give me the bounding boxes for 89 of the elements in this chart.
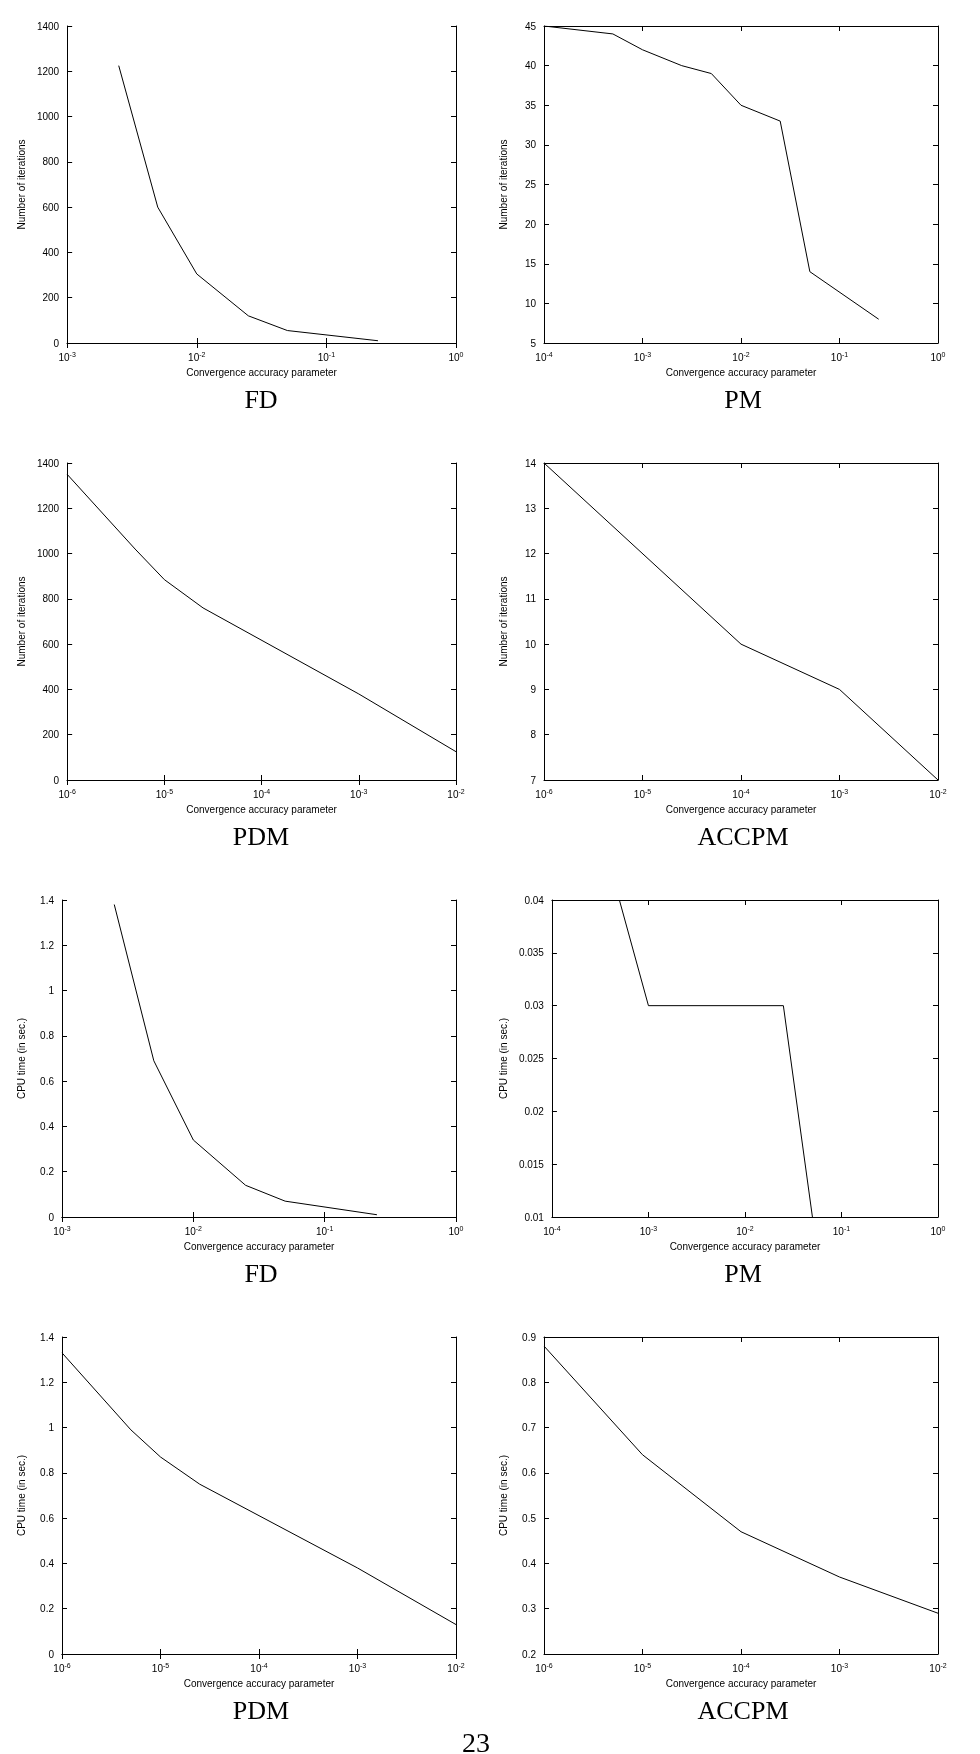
text: PM [724,384,762,414]
y-tick-label: 0.01 [524,1211,545,1223]
y-tick-label: 12 [524,548,537,560]
y-tick-label: 9 [530,683,537,695]
y-tick-label: 200 [42,729,60,741]
text: ACCPM [697,821,789,851]
y-tick-label: 14 [524,457,537,469]
y-tick-label: 0.8 [522,1376,537,1388]
text: PM [724,1258,762,1288]
x-axis-title: Convergence accuracy parameter [183,1240,335,1252]
y-tick-label: 0.6 [40,1512,55,1524]
y-tick-label: 1.2 [40,1376,55,1388]
y-axis-title: CPU time (in sec.) [15,1454,27,1537]
x-axis-title: Convergence accuracy parameter [665,366,817,378]
y-tick-label: 0.015 [518,1158,545,1170]
y-tick-label: 11 [525,593,537,605]
y-tick-label: 0.2 [40,1603,55,1615]
y-tick-label: 45 [524,20,537,32]
y-tick-label: 0.04 [524,894,545,906]
y-axis-title: Number of iterations [15,576,27,667]
y-tick-label: 200 [42,292,60,304]
y-tick-label: 0.2 [40,1166,55,1178]
y-tick-label: 0.9 [522,1331,537,1343]
text: PDM [232,1695,290,1725]
y-tick-label: 400 [42,683,60,695]
y-tick-label: 5 [530,337,537,349]
y-axis-title: CPU time (in sec.) [15,1017,27,1100]
y-tick-label: 1400 [36,20,60,32]
y-tick-label: 0 [53,337,60,349]
y-tick-label: 1000 [36,548,60,560]
text: PDM [232,821,290,851]
text: FD [244,384,278,414]
x-axis-title: Convergence accuracy parameter [665,1677,817,1689]
y-tick-label: 1200 [36,65,60,77]
y-tick-label: 15 [524,258,537,270]
x-axis-title: Convergence accuracy parameter [183,1677,335,1689]
y-tick-label: 0.8 [40,1030,55,1042]
text: 23 [462,1726,490,1754]
y-tick-label: 0.02 [524,1105,545,1117]
y-tick-label: 800 [42,593,60,605]
y-tick-label: 0 [48,1211,55,1223]
x-axis-title: Convergence accuracy parameter [186,803,338,815]
y-tick-label: 30 [524,139,537,151]
text: ACCPM [697,1695,789,1725]
y-tick-label: 0.035 [518,947,545,959]
y-tick-label: 1200 [36,502,60,514]
y-tick-label: 1.2 [40,939,55,951]
y-tick-label: 35 [524,99,537,111]
y-tick-label: 600 [42,201,60,213]
y-tick-label: 1.4 [40,1331,55,1343]
y-tick-label: 0.7 [522,1422,537,1434]
y-tick-label: 0.8 [40,1467,55,1479]
y-tick-label: 20 [524,218,537,230]
y-tick-label: 800 [42,156,60,168]
y-tick-label: 1000 [36,111,60,123]
x-axis-title: Convergence accuracy parameter [665,803,817,815]
y-tick-label: 0.5 [522,1512,537,1524]
y-axis-title: CPU time (in sec.) [497,1017,509,1100]
y-tick-label: 10 [524,297,537,309]
y-tick-label: 8 [530,729,537,741]
y-tick-label: 1400 [36,457,60,469]
y-tick-label: 0.6 [40,1075,55,1087]
y-tick-label: 0.4 [522,1557,537,1569]
y-tick-label: 0.3 [522,1603,537,1615]
y-tick-label: 25 [524,179,537,190]
x-axis-title: Convergence accuracy parameter [669,1240,821,1252]
y-tick-label: 0.6 [522,1467,537,1479]
y-tick-label: 1 [48,985,55,997]
x-axis-title: Convergence accuracy parameter [186,366,338,378]
y-axis-title: Number of iterations [497,139,509,230]
y-tick-label: 0 [48,1648,55,1660]
y-tick-label: 10 [524,638,537,650]
y-tick-label: 600 [42,638,60,650]
y-tick-label: 0.2 [522,1648,537,1660]
y-tick-label: 13 [524,502,537,514]
y-axis-title: CPU time (in sec.) [497,1454,509,1537]
y-tick-label: 0 [53,774,60,786]
y-tick-label: 0.03 [524,1000,545,1012]
text: FD [244,1258,278,1288]
y-tick-label: 1 [48,1422,55,1434]
y-tick-label: 0.4 [40,1557,55,1569]
y-tick-label: 7 [530,774,537,786]
y-axis-title: Number of iterations [497,576,509,667]
y-tick-label: 400 [42,246,60,258]
y-tick-label: 1.4 [40,894,55,906]
y-tick-label: 0.025 [518,1053,545,1064]
y-tick-label: 40 [524,60,537,72]
y-tick-label: 0.4 [40,1120,55,1132]
y-axis-title: Number of iterations [15,139,27,230]
